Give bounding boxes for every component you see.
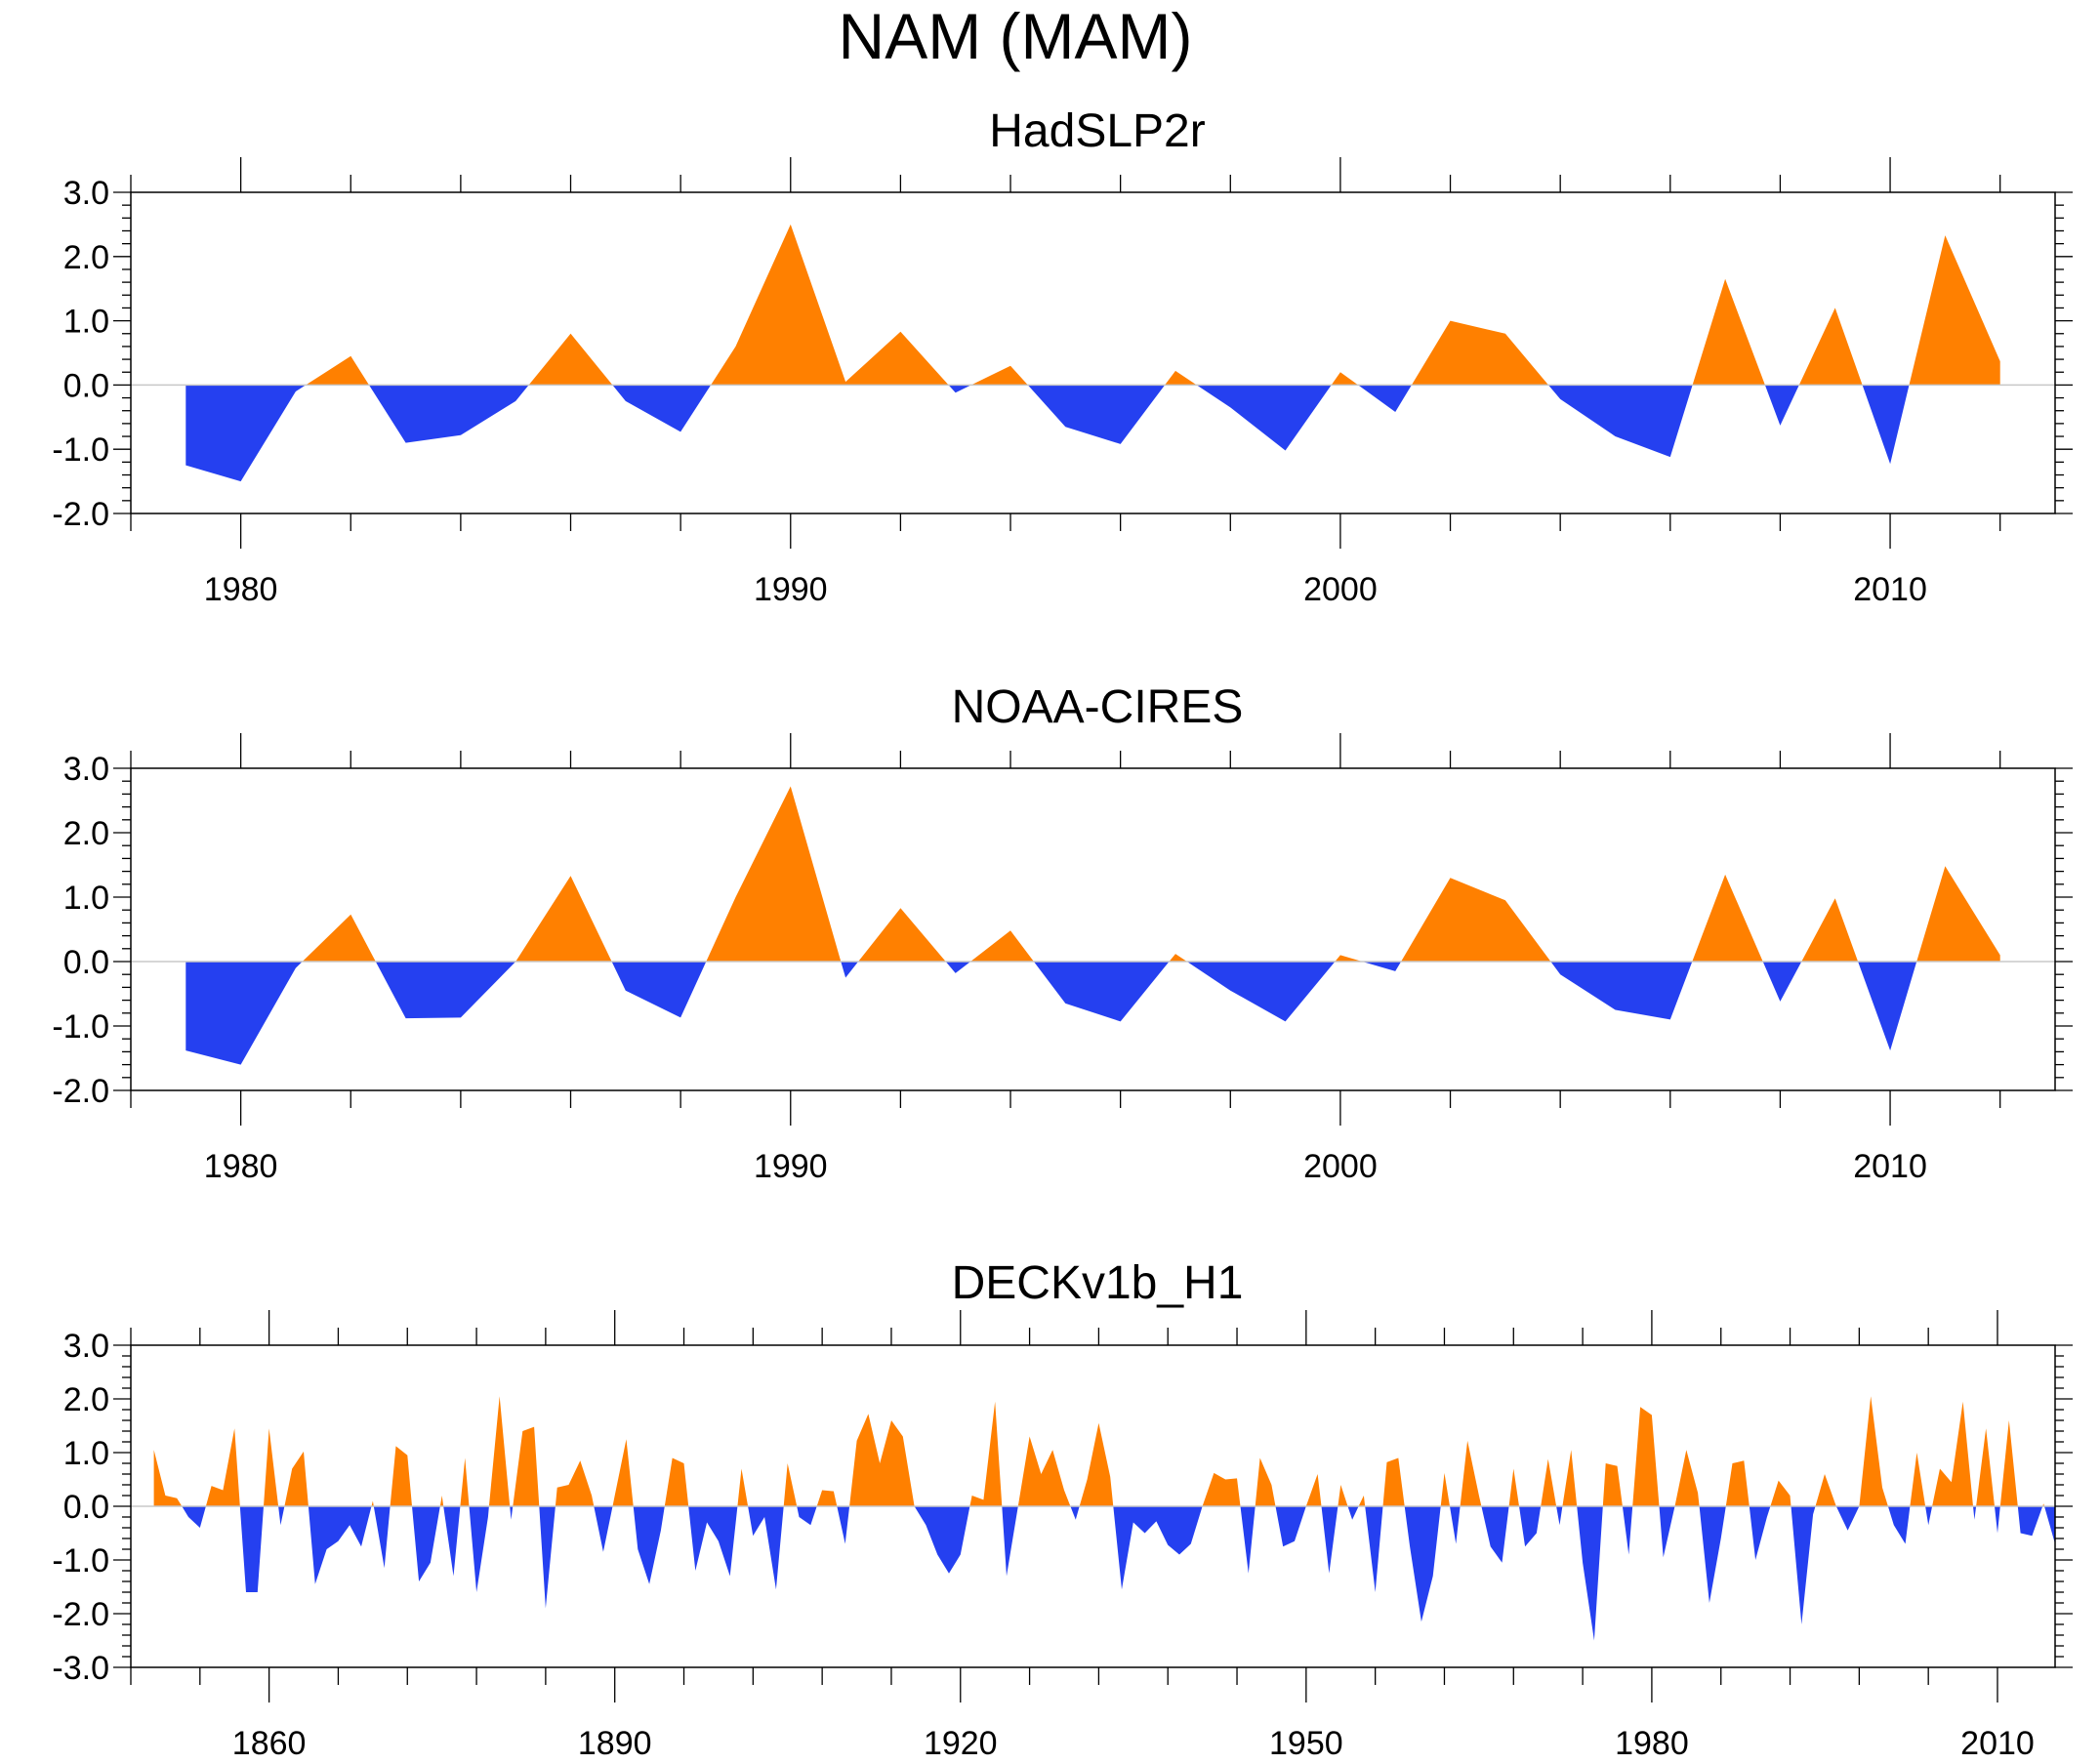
y-tick-label: -2.0 bbox=[52, 1596, 109, 1633]
panel-deckv1b-h1: DECKv1b_H1 -3.0 -2.0 -1.0 0.0 1.0 2.0 3.0 1860 1… bbox=[52, 1257, 2073, 1762]
positive-area bbox=[153, 1396, 2056, 1506]
x-tick-label: 1980 bbox=[1615, 1725, 1689, 1762]
y-tick-label: 2.0 bbox=[63, 239, 109, 276]
x-tick-label: 2010 bbox=[1853, 571, 1927, 608]
main-title: NAM (MAM) bbox=[839, 0, 1193, 72]
x-tick-label: 1920 bbox=[924, 1725, 998, 1762]
plot-frame bbox=[130, 191, 2056, 514]
y-tick-label: -2.0 bbox=[52, 1073, 109, 1110]
panel-title: NOAA-CIRES bbox=[952, 681, 1244, 733]
y-tick-label: -1.0 bbox=[52, 1008, 109, 1046]
x-tick-label: 1980 bbox=[204, 1148, 278, 1185]
x-tick-label: 1860 bbox=[232, 1725, 307, 1762]
y-tick-label: -3.0 bbox=[52, 1650, 109, 1687]
y-tick-label: 0.0 bbox=[63, 367, 109, 404]
negative-area bbox=[153, 1506, 2056, 1641]
x-tick-label: 2000 bbox=[1303, 1148, 1378, 1185]
x-tick-label: 2000 bbox=[1303, 571, 1378, 608]
x-tick-label: 2010 bbox=[1960, 1725, 2035, 1762]
positive-area bbox=[185, 786, 2000, 962]
y-tick-label: -1.0 bbox=[52, 1542, 109, 1579]
y-tick-label: -1.0 bbox=[52, 431, 109, 469]
x-tick-label: 2010 bbox=[1853, 1148, 1927, 1185]
panel-noaa-cires: NOAA-CIRES -2.0 -1.0 0.0 1.0 2.0 3.0 1980 1990 2… bbox=[52, 681, 2073, 1185]
y-tick-label: 1.0 bbox=[63, 304, 109, 341]
y-tick-label: 0.0 bbox=[63, 944, 109, 981]
x-tick-label: 1950 bbox=[1269, 1725, 1343, 1762]
y-tick-label: 3.0 bbox=[63, 1328, 109, 1365]
x-tick-label: 1990 bbox=[754, 571, 828, 608]
x-tick-label: 1990 bbox=[754, 1148, 828, 1185]
y-tick-label: 1.0 bbox=[63, 880, 109, 917]
y-tick-label: 2.0 bbox=[63, 815, 109, 852]
positive-area bbox=[185, 224, 2000, 386]
y-tick-label: -2.0 bbox=[52, 496, 109, 533]
y-tick-label: 3.0 bbox=[63, 175, 109, 212]
negative-area bbox=[185, 385, 2000, 482]
plot-frame bbox=[130, 767, 2056, 1091]
y-tick-label: 1.0 bbox=[63, 1435, 109, 1472]
panel-title: DECKv1b_H1 bbox=[952, 1257, 1244, 1309]
x-tick-label: 1890 bbox=[578, 1725, 652, 1762]
y-tick-label: 0.0 bbox=[63, 1489, 109, 1526]
y-tick-label: 2.0 bbox=[63, 1381, 109, 1418]
panel-hadslp2r: HadSLP2r -2.0 -1.0 0.0 1.0 2.0 3.0 1980 1990 200… bbox=[52, 105, 2073, 608]
negative-area bbox=[185, 962, 2000, 1065]
panel-title: HadSLP2r bbox=[989, 105, 1205, 157]
x-tick-label: 1980 bbox=[204, 571, 278, 608]
y-tick-label: 3.0 bbox=[63, 751, 109, 788]
